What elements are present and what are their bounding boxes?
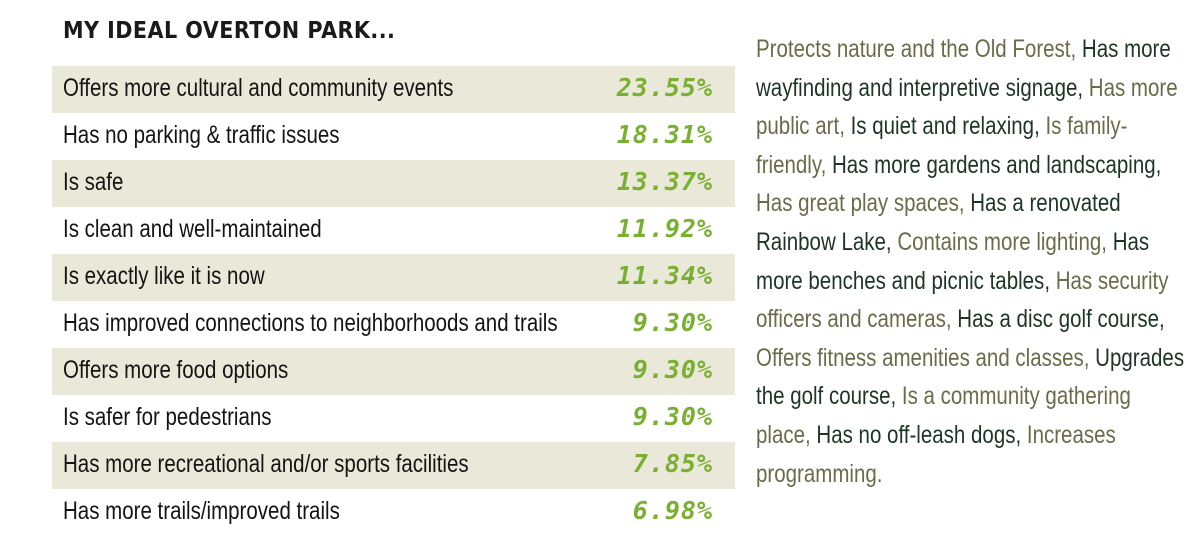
- response-item: Increases programming: [756, 420, 1116, 488]
- response-item: Offers fitness amenities and classes: [756, 343, 1084, 372]
- table-row: Is safer for pedestrians 9.30%: [52, 395, 735, 442]
- table-row: Has more trails/improved trails 6.98%: [52, 489, 735, 536]
- row-value: 9.30%: [632, 355, 713, 384]
- row-value: 13.37%: [616, 167, 713, 196]
- response-item: Has security officers and cameras: [756, 266, 1169, 334]
- results-table: Offers more cultural and community event…: [52, 66, 735, 536]
- table-row: Is clean and well-maintained 11.92%: [52, 207, 735, 254]
- row-value: 9.30%: [632, 402, 713, 431]
- response-separator: ,: [1034, 112, 1046, 141]
- response-separator: ,: [1101, 227, 1113, 256]
- response-separator: ,: [1015, 420, 1027, 449]
- table-row: Is exactly like it is now 11.34%: [52, 254, 735, 301]
- response-item: Has no off-leash dogs: [816, 420, 1016, 449]
- response-item: Upgrades the golf course: [756, 343, 1185, 411]
- response-separator: ,: [1158, 305, 1165, 334]
- table-row: Is safe 13.37%: [52, 160, 735, 207]
- row-label: Has more recreational and/or sports faci…: [63, 450, 469, 478]
- row-value: 23.55%: [616, 73, 713, 102]
- table-row: Has more recreational and/or sports faci…: [52, 442, 735, 489]
- response-separator: ,: [1044, 266, 1056, 295]
- response-separator: ,: [1070, 35, 1082, 63]
- response-separator: ,: [890, 382, 902, 411]
- response-separator: ,: [885, 227, 898, 256]
- chart-title: MY IDEAL OVERTON PARK...: [63, 18, 396, 44]
- response-separator: ,: [839, 112, 851, 141]
- row-label: Has improved connections to neighborhood…: [63, 309, 558, 337]
- response-item: Has more gardens and landscaping: [831, 150, 1156, 179]
- other-responses-text: Protects nature and the Old Forest, Has …: [756, 30, 1187, 493]
- response-separator: ,: [820, 150, 832, 179]
- row-label: Has no parking & traffic issues: [63, 121, 340, 149]
- response-separator: ,: [1155, 150, 1162, 179]
- response-item: Has a renovated Rainbow Lake: [756, 189, 1121, 256]
- row-value: 7.85%: [632, 449, 713, 478]
- response-item: Is family-friendly: [756, 112, 1128, 179]
- response-item: Has a disc golf course: [957, 305, 1159, 334]
- row-label: Is safe: [63, 168, 124, 196]
- response-separator: .: [876, 459, 883, 488]
- row-value: 9.30%: [632, 308, 713, 337]
- row-label: Offers more food options: [63, 356, 289, 384]
- row-label: Is safer for pedestrians: [63, 403, 272, 431]
- row-value: 6.98%: [632, 496, 713, 525]
- response-item: Has more wayfinding and interpretive sig…: [756, 35, 1171, 102]
- table-row: Has no parking & traffic issues 18.31%: [52, 113, 735, 160]
- response-item: Is quiet and relaxing: [850, 112, 1035, 141]
- table-row: Has improved connections to neighborhood…: [52, 301, 735, 348]
- row-value: 11.34%: [616, 261, 713, 290]
- row-label: Offers more cultural and community event…: [63, 74, 454, 102]
- row-value: 18.31%: [616, 120, 713, 149]
- table-row: Offers more cultural and community event…: [52, 66, 735, 113]
- response-separator: ,: [1083, 343, 1096, 372]
- response-separator: ,: [958, 189, 971, 218]
- response-item: Has more public art: [756, 73, 1178, 141]
- row-label: Is clean and well-maintained: [63, 215, 322, 243]
- response-separator: ,: [945, 305, 958, 334]
- response-item: Contains more lighting: [897, 227, 1102, 256]
- response-item: Protects nature and the Old Forest: [756, 35, 1071, 63]
- response-separator: ,: [1077, 73, 1089, 102]
- other-responses-panel: Protects nature and the Old Forest, Has …: [756, 30, 1184, 493]
- row-value: 11.92%: [616, 214, 713, 243]
- row-label: Has more trails/improved trails: [63, 497, 340, 525]
- response-item: Has more benches and picnic tables: [756, 227, 1150, 295]
- row-label: Is exactly like it is now: [63, 262, 265, 290]
- response-item: Is a community gathering place: [756, 382, 1131, 449]
- response-separator: ,: [805, 420, 817, 449]
- table-row: Offers more food options 9.30%: [52, 348, 735, 395]
- response-item: Has great play spaces: [756, 189, 959, 218]
